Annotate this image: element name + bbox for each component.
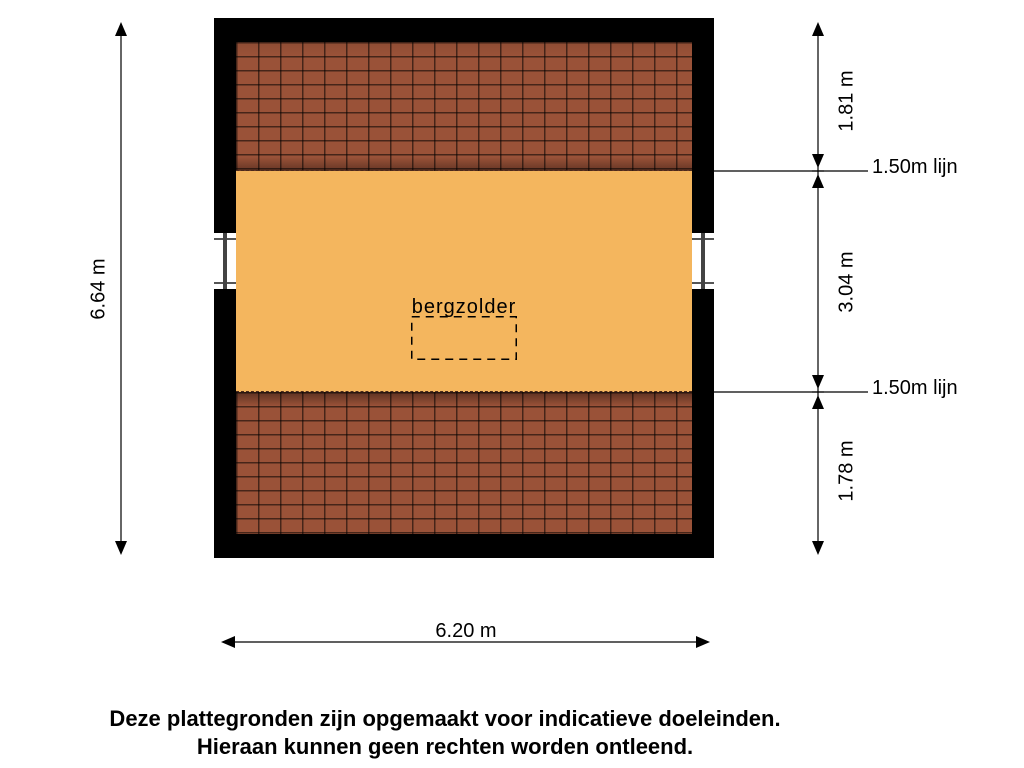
room-label: bergzolder — [412, 296, 517, 319]
floorplan-stage: bergzolder — [0, 0, 1024, 768]
disclaimer-line1: Deze plattegronden zijn opgemaakt voor i… — [109, 706, 780, 732]
lijn-line-bot — [236, 391, 692, 392]
dim-label-right-seg3: 1.78 m — [836, 440, 859, 501]
dim-label-left-total: 6.64 m — [88, 258, 111, 319]
disclaimer-line2: Hieraan kunnen geen rechten worden ontle… — [197, 734, 693, 760]
dim-label-right-seg2: 3.04 m — [836, 251, 859, 312]
lijn-line-top — [236, 170, 692, 171]
window-left-frame — [214, 230, 236, 292]
plan-roof-top — [236, 42, 692, 171]
dim-label-bottom-total: 6.20 m — [435, 620, 496, 643]
plan-roof-bottom — [236, 392, 692, 534]
dim-label-right-seg1: 1.81 m — [836, 70, 859, 131]
plan-hatch — [411, 316, 517, 360]
window-right-frame — [692, 230, 714, 292]
lijn-label-top: 1.50m lijn — [872, 156, 958, 179]
lijn-label-bot: 1.50m lijn — [872, 377, 958, 400]
